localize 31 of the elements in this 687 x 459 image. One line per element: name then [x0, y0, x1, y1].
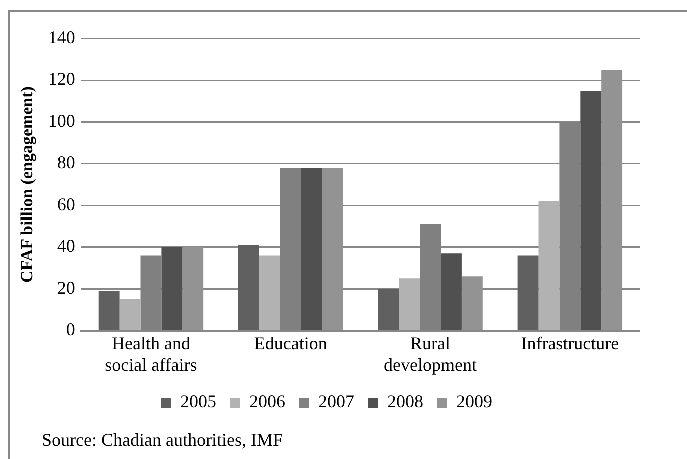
- legend-label: 2009: [456, 392, 492, 412]
- bar: [399, 278, 420, 330]
- legend-label: 2008: [388, 392, 424, 412]
- y-tick-label: 120: [48, 69, 76, 90]
- x-tick-label: Infrastructure: [521, 333, 620, 354]
- y-tick-label: 20: [57, 278, 76, 298]
- legend-label: 2007: [318, 392, 354, 412]
- bar: [378, 289, 400, 330]
- x-tick-label: Education: [254, 333, 328, 354]
- bar: [162, 247, 183, 330]
- x-tick-label: Health and social affairs: [105, 333, 198, 375]
- bar: [238, 245, 260, 330]
- x-tick-label: Rural development: [384, 333, 478, 375]
- bar: [580, 90, 602, 330]
- y-tick-label: 80: [57, 152, 76, 173]
- bar: [259, 256, 280, 330]
- y-tick-label: 0: [66, 320, 76, 340]
- y-tick-label: 60: [57, 194, 76, 214]
- bar: [441, 254, 462, 330]
- y-axis-title: CFAF billion (engagement): [18, 86, 37, 284]
- legend-label: 2006: [250, 392, 286, 412]
- source-note: Source: Chadian authorities, IMF: [42, 430, 283, 451]
- bar: [98, 291, 120, 330]
- bar: [301, 168, 322, 330]
- y-tick-label: 40: [57, 236, 76, 256]
- y-tick-label: 100: [48, 110, 76, 131]
- legend-label: 2005: [180, 392, 216, 412]
- bar: [538, 201, 560, 330]
- bar: [120, 300, 141, 330]
- bar: [518, 256, 539, 330]
- y-tick-label: 140: [48, 28, 76, 48]
